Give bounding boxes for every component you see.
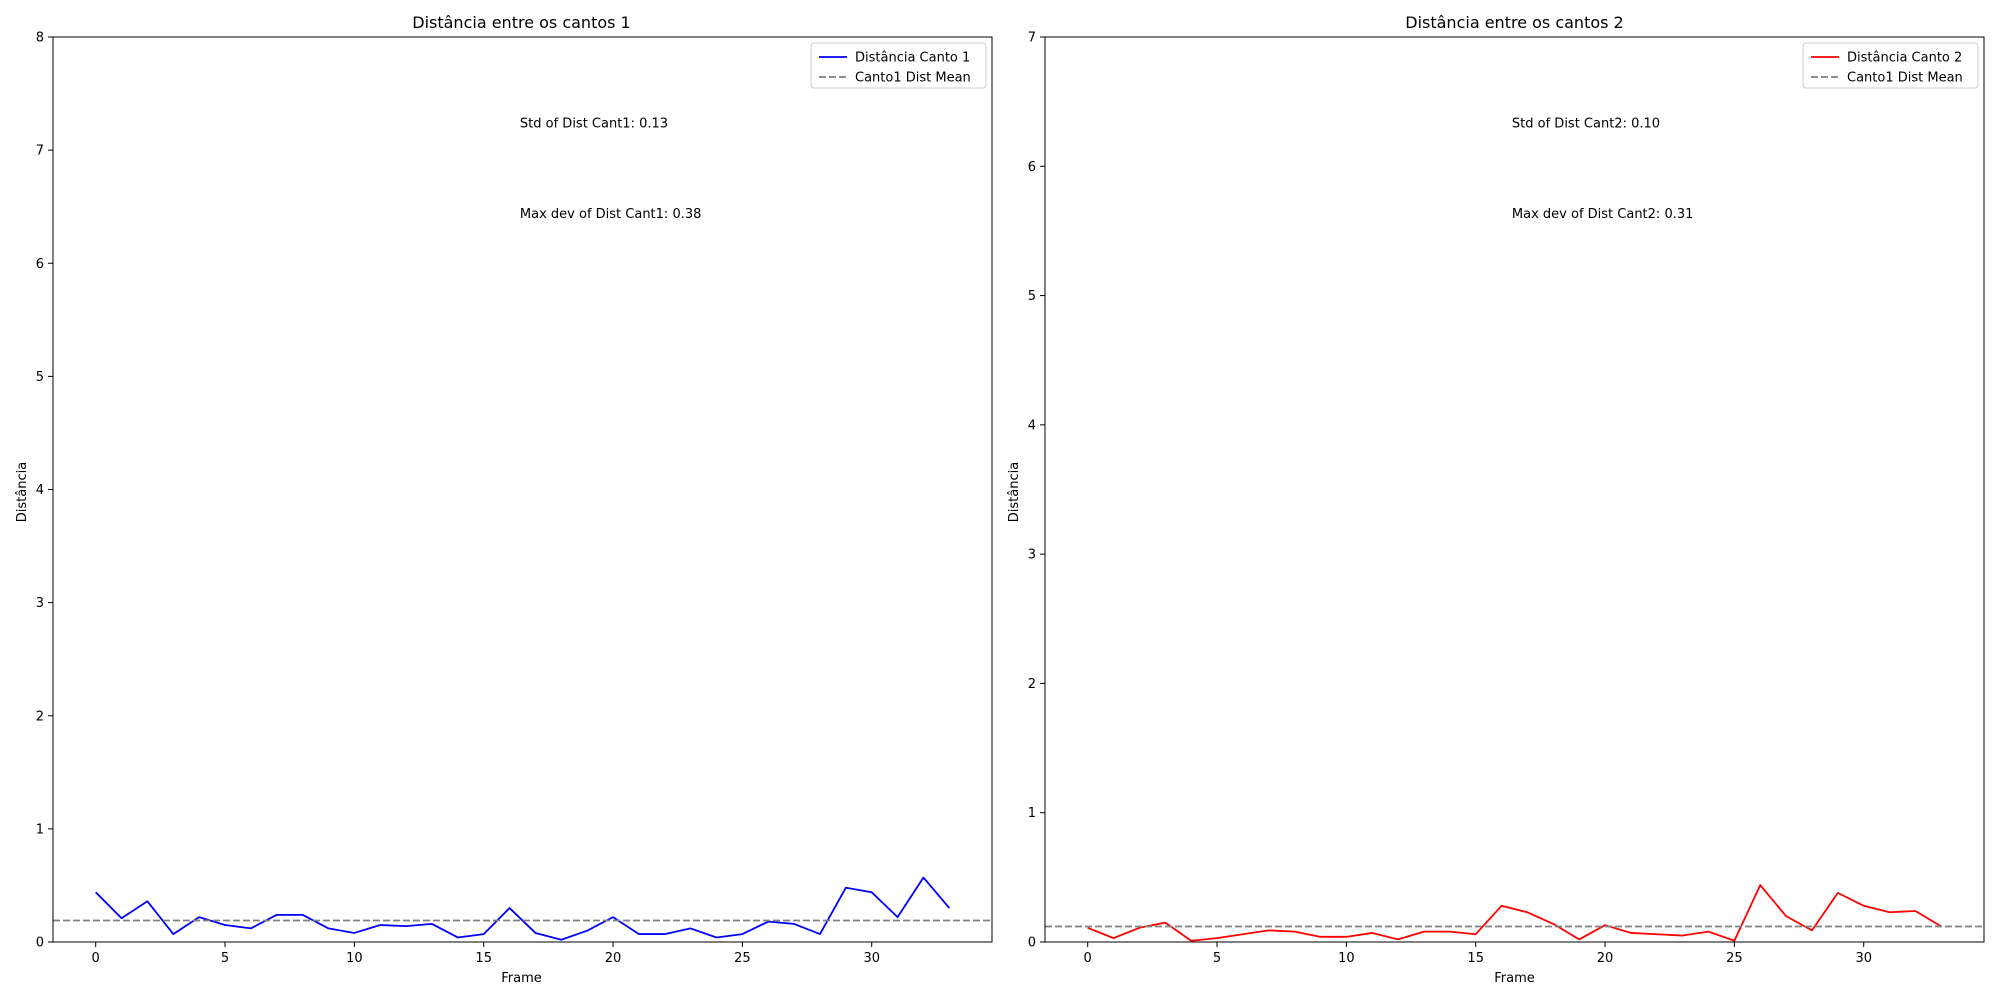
plot-area: [1045, 884, 1984, 942]
legend-label: Distância Canto 1: [855, 51, 970, 66]
x-axis-label: Frame: [501, 971, 542, 986]
plot-area: [53, 876, 992, 941]
x-tick-label: 15: [475, 951, 492, 966]
x-tick-label: 10: [346, 951, 363, 966]
axes-frame: [1044, 36, 1985, 943]
annotations: Std of Dist Cant2: 0.10 Max dev of Dist C…: [1512, 117, 1693, 223]
legend-box: [1802, 42, 1979, 89]
chart-right: Distância entre os cantos 2 Frame Distân…: [1007, 13, 1985, 986]
y-tick-label: 7: [1028, 31, 1036, 46]
x-tick-label: 30: [1855, 951, 1872, 966]
chart-title: Distância entre os cantos 1: [412, 13, 630, 32]
x-tick-label: 5: [221, 951, 229, 966]
legend-box: [810, 42, 987, 89]
y-tick-label: 6: [36, 257, 44, 272]
legend-label: Canto1 Dist Mean: [1847, 71, 1963, 86]
legend-label: Canto1 Dist Mean: [855, 71, 971, 86]
y-tick-label: 5: [36, 370, 44, 385]
series-line: [95, 876, 951, 941]
x-tick-label: 15: [1467, 951, 1484, 966]
y-tick-label: 6: [1028, 160, 1036, 175]
x-tick-label: 25: [734, 951, 751, 966]
stat-annotation: Std of Dist Cant2: 0.10: [1512, 117, 1660, 132]
legend: Distância Canto 2 Canto1 Dist Mean: [1802, 42, 1979, 89]
y-axis-label: Distância: [1007, 462, 1022, 522]
axis-ticks: 0 5 10 15 20 25 30 0 1 2 3 4 5 6 7 8: [36, 31, 880, 967]
y-tick-label: 2: [1028, 677, 1036, 692]
y-tick-label: 0: [1028, 936, 1036, 951]
y-tick-label: 0: [36, 936, 44, 951]
axis-ticks: 0 5 10 15 20 25 30 0 1 2 3 4 5 6 7: [1028, 31, 1872, 967]
x-tick-label: 20: [1597, 951, 1614, 966]
annotations: Std of Dist Cant1: 0.13 Max dev of Dist C…: [520, 117, 701, 223]
y-tick-label: 4: [36, 483, 44, 498]
chart-left: Distância entre os cantos 1 Frame Distân…: [15, 13, 993, 986]
y-tick-label: 5: [1028, 289, 1036, 304]
x-tick-label: 0: [1084, 951, 1092, 966]
x-tick-label: 0: [92, 951, 100, 966]
axes-frame: [52, 36, 993, 943]
stat-annotation: Max dev of Dist Cant1: 0.38: [520, 207, 701, 222]
legend: Distância Canto 1 Canto1 Dist Mean: [810, 42, 987, 89]
y-tick-label: 4: [1028, 418, 1036, 433]
x-tick-label: 5: [1213, 951, 1221, 966]
y-tick-label: 3: [1028, 548, 1036, 563]
y-tick-label: 1: [1028, 806, 1036, 821]
x-axis-label: Frame: [1494, 971, 1535, 986]
y-tick-label: 7: [36, 144, 44, 159]
legend-label: Distância Canto 2: [1847, 51, 1962, 66]
series-line: [1087, 884, 1942, 942]
y-tick-label: 1: [36, 822, 44, 837]
stat-annotation: Std of Dist Cant1: 0.13: [520, 117, 668, 132]
x-tick-label: 20: [605, 951, 622, 966]
y-tick-label: 2: [36, 709, 44, 724]
stat-annotation: Max dev of Dist Cant2: 0.31: [1512, 207, 1693, 222]
x-tick-label: 25: [1726, 951, 1743, 966]
x-tick-label: 10: [1338, 951, 1355, 966]
y-tick-label: 8: [36, 31, 44, 46]
y-tick-label: 3: [36, 596, 44, 611]
chart-title: Distância entre os cantos 2: [1405, 13, 1623, 32]
y-axis-label: Distância: [15, 462, 30, 522]
x-tick-label: 30: [863, 951, 880, 966]
